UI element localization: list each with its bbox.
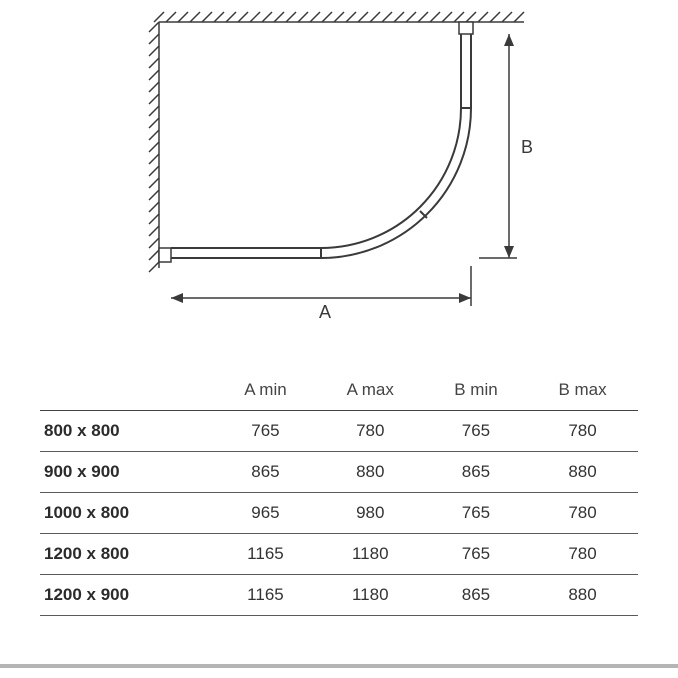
cell-b-max: 780 <box>527 534 638 575</box>
shower-enclosure-diagram: A B <box>129 8 549 333</box>
cell-a-min: 1165 <box>215 575 315 616</box>
header-blank <box>40 370 215 411</box>
cell-b-min: 765 <box>425 493 527 534</box>
cell-size: 1200 x 900 <box>40 575 215 616</box>
page: A B A min A max B min B max 800 x 800 76… <box>0 0 678 678</box>
cell-b-max: 880 <box>527 452 638 493</box>
header-a-max: A max <box>316 370 425 411</box>
table-row: 1000 x 800 965 980 765 780 <box>40 493 638 534</box>
dimension-table: A min A max B min B max 800 x 800 765 78… <box>40 370 638 616</box>
cell-b-max: 780 <box>527 493 638 534</box>
cell-a-min: 765 <box>215 411 315 452</box>
table-row: 1200 x 900 1165 1180 865 880 <box>40 575 638 616</box>
bottom-divider <box>0 664 678 668</box>
cell-b-max: 880 <box>527 575 638 616</box>
table-row: 800 x 800 765 780 765 780 <box>40 411 638 452</box>
cell-size: 900 x 900 <box>40 452 215 493</box>
table-row: 1200 x 800 1165 1180 765 780 <box>40 534 638 575</box>
cell-a-max: 980 <box>316 493 425 534</box>
dimension-b <box>479 34 517 258</box>
cell-b-min: 765 <box>425 411 527 452</box>
cell-size: 1000 x 800 <box>40 493 215 534</box>
cell-a-max: 880 <box>316 452 425 493</box>
dimension-label-a: A <box>319 302 331 322</box>
table-body: 800 x 800 765 780 765 780 900 x 900 865 … <box>40 411 638 616</box>
diagram-svg: A B <box>129 8 549 328</box>
dimension-label-b: B <box>521 137 533 157</box>
cell-b-min: 865 <box>425 452 527 493</box>
cell-b-max: 780 <box>527 411 638 452</box>
table-header: A min A max B min B max <box>40 370 638 411</box>
cell-size: 800 x 800 <box>40 411 215 452</box>
cell-size: 1200 x 800 <box>40 534 215 575</box>
header-b-max: B max <box>527 370 638 411</box>
cell-a-min: 1165 <box>215 534 315 575</box>
dimension-a <box>171 266 471 306</box>
wall-brackets <box>159 22 473 262</box>
cell-a-max: 1180 <box>316 575 425 616</box>
cell-b-min: 765 <box>425 534 527 575</box>
cell-a-max: 780 <box>316 411 425 452</box>
table-row: 900 x 900 865 880 865 880 <box>40 452 638 493</box>
dimension-table-container: A min A max B min B max 800 x 800 765 78… <box>40 370 638 616</box>
cell-b-min: 865 <box>425 575 527 616</box>
cell-a-min: 865 <box>215 452 315 493</box>
diagram-container: A B <box>0 0 678 333</box>
cell-a-max: 1180 <box>316 534 425 575</box>
header-b-min: B min <box>425 370 527 411</box>
enclosure-outline <box>171 34 471 258</box>
header-a-min: A min <box>215 370 315 411</box>
cell-a-min: 965 <box>215 493 315 534</box>
